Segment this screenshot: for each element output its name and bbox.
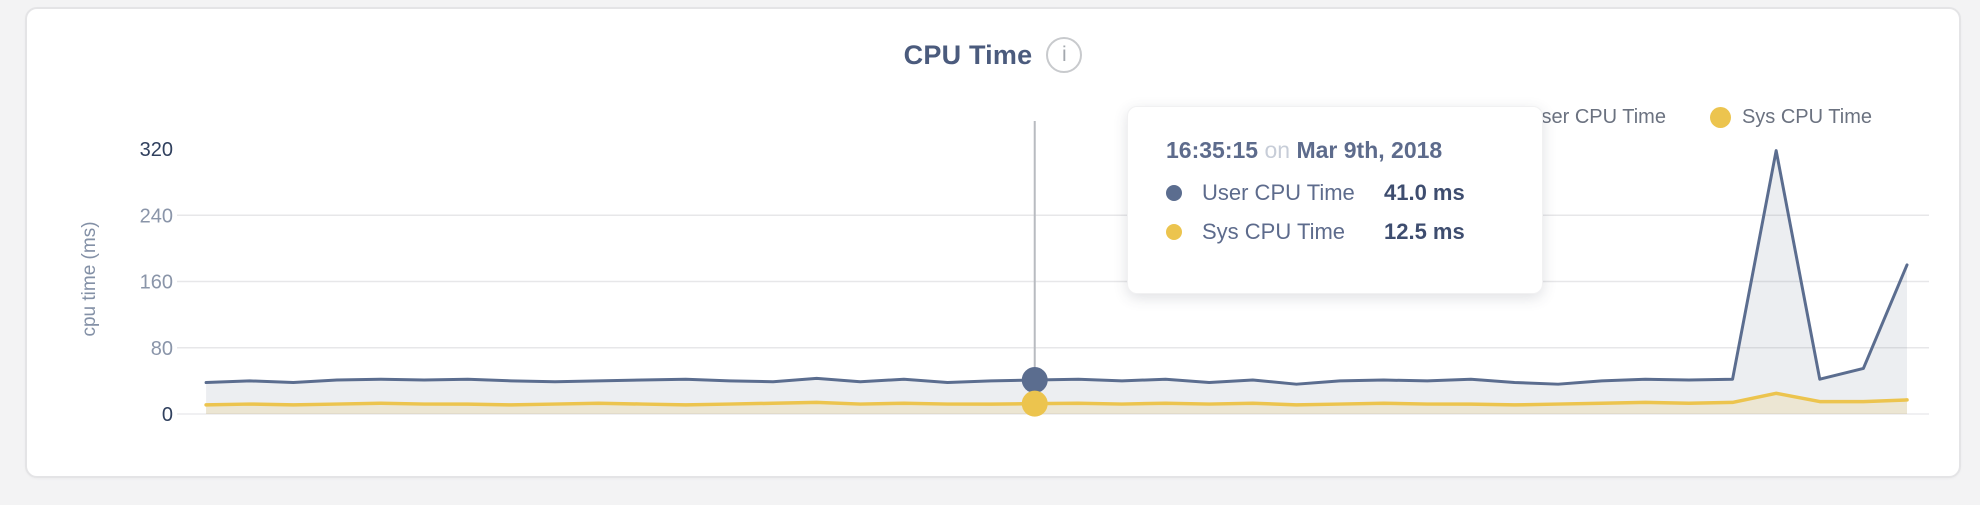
y-tick-label: 0 (162, 404, 173, 426)
sys-series-line (204, 391, 1909, 407)
crosshair-dot-sys[interactable] (1021, 390, 1048, 417)
user-series-line (204, 149, 1909, 386)
sys-series-dot-icon (1709, 107, 1731, 128)
tooltip-label-user: User CPU Time (1202, 180, 1355, 205)
chart-title: CPU Time (903, 39, 1033, 70)
crosshair-dot-user[interactable] (1021, 367, 1048, 394)
legend-label-sys: Sys CPU Time (1741, 106, 1872, 128)
y-tick-label: 320 (140, 139, 173, 161)
y-tick-label: 160 (140, 272, 173, 294)
info-icon[interactable]: i (1046, 37, 1083, 73)
y-axis-label: cpu time (ms) (79, 221, 100, 336)
legend-label-user: User CPU Time (1527, 106, 1666, 128)
y-tick-label: 80 (151, 338, 173, 360)
tooltip-row-sys: Sys CPU Time 12.5 ms (1166, 219, 1542, 245)
tooltip-connector: on (1264, 137, 1291, 163)
user-series-area (206, 150, 1907, 414)
hover-tooltip: 16:35:15 on Mar 9th, 2018 User CPU Time … (1127, 106, 1543, 294)
tooltip-time: 16:35:15 (1166, 137, 1259, 163)
chart-legend: User CPU Time Sys CPU Time (1495, 106, 1872, 129)
tooltip-value-user: 41.0 ms (1384, 180, 1465, 205)
chart-card: CPU Time i User CPU Time Sys CPU Time 0 8… (25, 7, 1961, 478)
user-series-dot-icon (1166, 185, 1182, 201)
tooltip-row-user: User CPU Time 41.0 ms (1166, 180, 1542, 206)
sys-series-dot-icon (1166, 224, 1182, 240)
tooltip-date: Mar 9th, 2018 (1296, 137, 1443, 163)
tooltip-header: 16:35:15 on Mar 9th, 2018 (1166, 137, 1542, 164)
cpu-time-chart[interactable]: 08016024032016:3116:3216:3316:3416:3516:… (27, 9, 1980, 505)
legend-item-sys-cpu-time[interactable]: Sys CPU Time (1709, 106, 1872, 129)
y-tick-label: 240 (140, 205, 173, 227)
tooltip-value-sys: 12.5 ms (1384, 219, 1465, 244)
chart-header: CPU Time i (27, 37, 1959, 73)
tooltip-label-sys: Sys CPU Time (1202, 219, 1346, 244)
